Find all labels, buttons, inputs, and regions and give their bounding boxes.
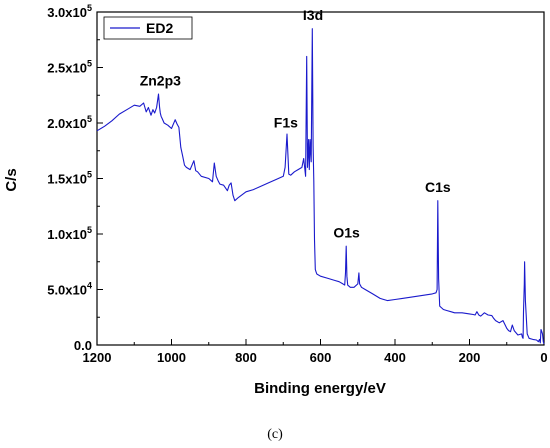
x-tick-label: 400 xyxy=(384,350,406,365)
peak-annotations: Zn2p3 I3d F1s O1s C1s xyxy=(140,7,451,241)
y-axis-title: C/s xyxy=(3,168,20,191)
x-tick-label: 600 xyxy=(310,350,332,365)
x-tick-label: 1000 xyxy=(157,350,186,365)
peak-label: C1s xyxy=(425,179,451,195)
x-tick-label: 1200 xyxy=(83,350,112,365)
y-tick-labels: 0.0 5.0x104 1.0x105 1.5x105 2.0x105 2.5x105 3.… xyxy=(47,3,92,353)
x-ticks xyxy=(96,339,545,345)
peak-label: O1s xyxy=(333,224,360,240)
legend-label-ed2: ED2 xyxy=(146,20,173,36)
x-axis-title: Binding energy/eV xyxy=(254,380,386,397)
peak-label: F1s xyxy=(274,114,298,130)
y-ticks xyxy=(97,11,103,346)
figure-caption: (c) xyxy=(267,427,283,442)
y-tick-label: 3.0x105 xyxy=(47,3,92,20)
x-tick-label: 0 xyxy=(540,350,547,365)
series-ed2-line xyxy=(96,28,545,345)
y-tick-label: 0.0 xyxy=(74,338,92,353)
plot-frame xyxy=(96,11,545,346)
peak-label: Zn2p3 xyxy=(140,72,181,88)
legend-box xyxy=(103,16,193,40)
y-tick-label: 2.0x105 xyxy=(47,114,92,131)
y-tick-label: 1.0x105 xyxy=(47,225,92,242)
x-tick-label: 800 xyxy=(235,350,257,365)
y-tick-label: 1.5x105 xyxy=(47,170,92,187)
x-tick-label: 200 xyxy=(459,350,481,365)
x-tick-labels: 1200 1000 800 600 400 200 0 xyxy=(83,350,548,365)
y-tick-label: 5.0x104 xyxy=(47,281,92,298)
peak-label: I3d xyxy=(303,7,323,23)
legend: ED2 xyxy=(103,16,193,40)
y-tick-label: 2.5x105 xyxy=(47,59,92,76)
